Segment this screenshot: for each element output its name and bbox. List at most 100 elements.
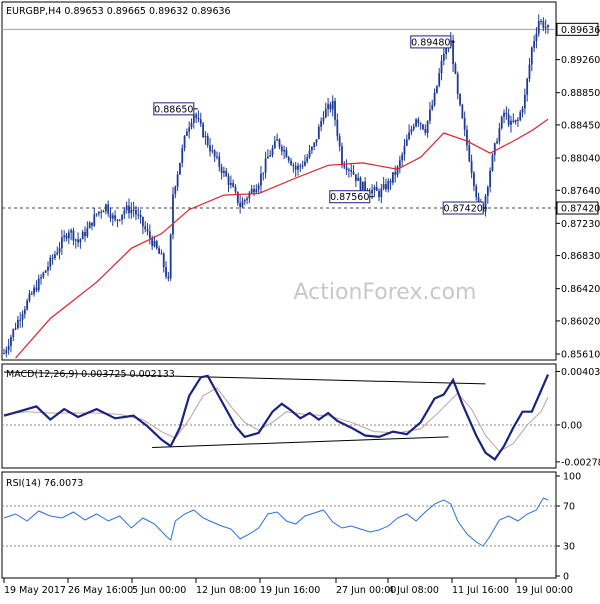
candle — [42, 271, 45, 279]
candle-body — [528, 64, 531, 79]
candle — [262, 172, 265, 181]
candle — [176, 171, 179, 191]
candle-body — [3, 353, 5, 355]
candle — [306, 153, 309, 164]
candle-body — [542, 21, 545, 28]
candle — [334, 97, 336, 127]
candle-body — [438, 73, 441, 86]
candle — [248, 191, 251, 204]
candle-body — [153, 241, 156, 247]
candle-body — [440, 60, 443, 74]
candle — [257, 182, 260, 193]
candle-body — [14, 328, 17, 330]
candle-body — [452, 39, 454, 65]
candle-body — [544, 27, 547, 29]
candle — [361, 181, 364, 191]
candle-body — [308, 150, 311, 158]
candle-body — [507, 114, 510, 125]
candle-body — [297, 165, 299, 170]
candle — [65, 232, 68, 242]
candle — [21, 310, 24, 328]
candle — [266, 149, 269, 159]
candle — [28, 290, 31, 303]
candle — [493, 142, 496, 162]
price-panel-frame — [1, 1, 557, 361]
candle — [498, 123, 501, 145]
candle-body — [426, 120, 429, 133]
candle-body — [16, 319, 19, 329]
candle-body — [341, 146, 343, 166]
candle — [91, 222, 93, 231]
candle — [535, 27, 538, 49]
candle-body — [304, 161, 306, 166]
candle-body — [116, 219, 119, 221]
candle-body — [269, 155, 272, 157]
candle — [236, 191, 239, 206]
candle-body — [88, 222, 91, 229]
candle — [382, 176, 385, 191]
candle-body — [537, 21, 540, 34]
candle — [433, 88, 436, 107]
macd-line — [3, 374, 550, 461]
candle-body — [266, 156, 269, 159]
candle-body — [225, 170, 228, 177]
candle — [14, 322, 17, 331]
candle — [438, 67, 441, 88]
annotation-3: 0.87420 — [442, 201, 488, 215]
candle — [47, 261, 49, 276]
candle — [324, 102, 327, 119]
candle — [473, 171, 475, 192]
rsi-y-tick-label: 0 — [563, 572, 569, 583]
candle-body — [141, 216, 144, 227]
candle — [174, 185, 177, 199]
candle-body — [199, 119, 202, 124]
candle-body — [216, 156, 218, 158]
candle-body — [313, 142, 316, 147]
candle-body — [28, 293, 31, 301]
candle-body — [466, 129, 468, 146]
candle-body — [306, 157, 309, 162]
candle — [246, 196, 248, 205]
y-tick-label: 0.87230 — [561, 219, 600, 230]
candle-body — [523, 94, 526, 109]
candle-body — [104, 204, 107, 212]
candle — [109, 207, 112, 223]
candle — [213, 149, 216, 163]
candle-body — [162, 253, 165, 268]
candle-body — [505, 112, 508, 115]
candle — [521, 105, 524, 118]
candle-body — [10, 337, 12, 346]
candle — [79, 238, 82, 249]
candle-body — [345, 167, 348, 171]
candle — [410, 125, 413, 136]
candle-body — [382, 184, 385, 189]
candle — [463, 111, 466, 137]
candle-body — [486, 187, 489, 197]
candle-body — [378, 190, 380, 198]
candle — [128, 198, 130, 219]
candle — [398, 155, 401, 174]
candle-body — [98, 211, 100, 214]
candle — [70, 228, 73, 241]
candle — [23, 306, 26, 319]
candle — [280, 144, 283, 156]
candle — [392, 172, 394, 186]
candle-body — [287, 157, 290, 161]
candle — [517, 117, 519, 128]
candle-body — [42, 272, 45, 278]
candle-body — [408, 132, 411, 140]
candle-body — [174, 186, 177, 195]
candle-body — [533, 40, 536, 48]
price-panel: ActionForex.com 0.886500.894800.875600.8… — [1, 1, 557, 361]
candle — [72, 227, 75, 246]
candle-body — [514, 119, 517, 122]
candle — [426, 120, 429, 138]
x-tick-label: 27 Jun 00:00 — [336, 585, 396, 596]
annotations: 0.88650 0.89480 0.87560 0.87420 — [153, 35, 488, 215]
candle — [357, 172, 360, 181]
y-tick-label: 0.89636 — [561, 25, 600, 36]
candle-body — [389, 180, 392, 183]
candle-body — [144, 226, 147, 230]
